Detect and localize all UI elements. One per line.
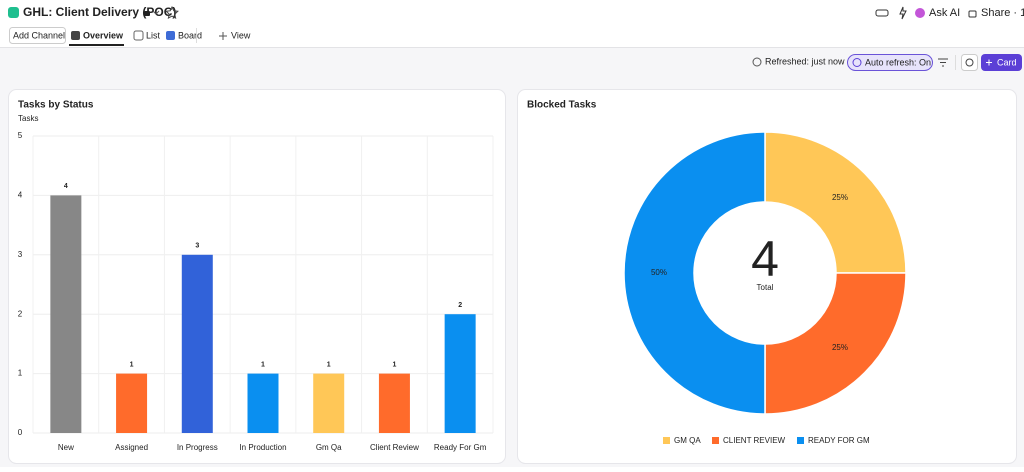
donut-slice xyxy=(764,272,907,415)
list-tab[interactable]: List xyxy=(146,30,161,40)
legend-label: CLIENT REVIEW xyxy=(723,436,786,445)
bar-value-label: 1 xyxy=(327,361,331,368)
legend-label: GM QA xyxy=(674,436,701,445)
slice-label: 25% xyxy=(832,343,848,352)
bar xyxy=(313,373,345,433)
y-tick-label: 1 xyxy=(18,369,23,378)
overview-icon xyxy=(71,31,80,40)
legend-swatch xyxy=(712,437,719,444)
bar-value-label: 4 xyxy=(64,183,68,190)
slice-label: 25% xyxy=(832,193,848,202)
overview-tab[interactable]: Overview xyxy=(83,30,124,40)
slice-label: 50% xyxy=(651,268,667,277)
add-channel-label[interactable]: Add Channel xyxy=(13,30,65,40)
plus-icon xyxy=(219,32,227,40)
y-axis-label: Tasks xyxy=(18,114,38,123)
bar xyxy=(116,373,148,433)
ai-icon xyxy=(915,8,925,18)
donut-card xyxy=(517,89,1017,464)
share-lock-icon xyxy=(968,10,977,18)
ask-ai-button[interactable]: Ask AI xyxy=(929,7,960,19)
settings-button[interactable] xyxy=(961,54,978,71)
add-card-button[interactable] xyxy=(981,54,1022,71)
refresh-icon[interactable] xyxy=(752,57,762,67)
chevron-icon[interactable] xyxy=(152,10,160,15)
bar-value-label: 2 xyxy=(458,302,462,309)
refreshed-status: Refreshed: just now xyxy=(765,56,845,66)
y-tick-label: 3 xyxy=(18,250,23,259)
x-tick-label: Client Review xyxy=(370,443,419,452)
filter-icon[interactable] xyxy=(938,58,948,67)
donut-total-label: Total xyxy=(757,283,774,292)
card-plus-icon xyxy=(986,59,992,66)
glasses-icon[interactable] xyxy=(875,9,889,17)
bar-value-label: 1 xyxy=(261,361,265,368)
x-tick-label: Gm Qa xyxy=(316,443,342,452)
board-tab[interactable]: Board xyxy=(178,30,202,40)
view-tab[interactable]: View xyxy=(231,30,251,40)
settings-icon xyxy=(965,58,974,67)
bar-card xyxy=(8,89,506,464)
bar-chart-title: Tasks by Status xyxy=(18,100,94,111)
auto-refresh-toggle[interactable] xyxy=(847,54,933,71)
auto-refresh-icon xyxy=(852,58,862,67)
donut-chart-title: Blocked Tasks xyxy=(527,100,597,111)
bar-value-label: 1 xyxy=(130,361,134,368)
x-tick-label: Assigned xyxy=(115,443,148,452)
y-tick-label: 5 xyxy=(18,131,23,140)
list-icon xyxy=(133,30,144,41)
lock-icon xyxy=(144,11,150,16)
bar-value-label: 1 xyxy=(392,361,396,368)
add-channel-button[interactable] xyxy=(9,27,66,44)
legend-label: READY FOR GM xyxy=(808,436,870,445)
legend-swatch xyxy=(797,437,804,444)
bar xyxy=(444,314,476,433)
bar xyxy=(181,254,213,433)
board-icon xyxy=(166,31,175,40)
legend-swatch xyxy=(663,437,670,444)
x-tick-label: Ready For Gm xyxy=(434,443,487,452)
y-tick-label: 4 xyxy=(18,191,23,200)
active-tab-indicator xyxy=(69,44,124,46)
auto-refresh-label[interactable]: Auto refresh: On xyxy=(865,57,931,67)
add-card-label[interactable]: Card xyxy=(997,57,1017,67)
x-tick-label: In Progress xyxy=(177,443,218,452)
bar-value-label: 3 xyxy=(195,243,199,250)
y-tick-label: 0 xyxy=(18,428,23,437)
x-tick-label: In Production xyxy=(239,443,286,452)
donut-total: 4 xyxy=(751,231,779,287)
donut-slice xyxy=(764,131,907,274)
x-tick-label: New xyxy=(58,443,74,452)
bar xyxy=(50,195,82,433)
donut-slice xyxy=(623,131,766,415)
space-icon xyxy=(8,7,19,18)
page-title[interactable]: GHL: Client Delivery (POC) xyxy=(23,5,176,19)
star-icon[interactable] xyxy=(165,5,179,20)
share-button[interactable]: Share · 1 xyxy=(981,7,1024,19)
bar xyxy=(378,373,410,433)
bar xyxy=(247,373,279,433)
y-tick-label: 2 xyxy=(18,309,23,318)
bolt-icon[interactable] xyxy=(899,6,907,20)
